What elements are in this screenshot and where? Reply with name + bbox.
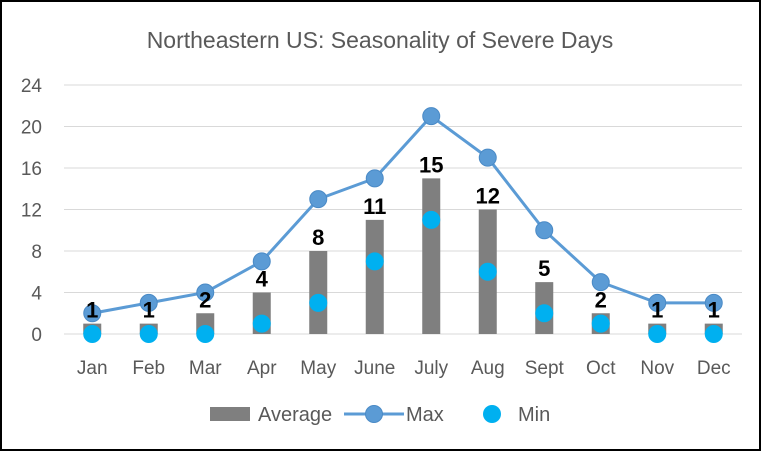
y-tick-label-0: 0 — [31, 325, 42, 346]
data-label-july: 15 — [419, 152, 443, 177]
seasonality-chart: Northeastern US: Seasonality of Severe D… — [21, 27, 742, 426]
x-tick-label-feb: Feb — [132, 358, 165, 379]
min-series — [83, 210, 723, 343]
data-label-may: 8 — [312, 225, 324, 250]
y-axis-tick-labels: 0 4 8 12 16 20 24 — [21, 76, 43, 346]
x-tick-label-june: June — [354, 358, 395, 379]
max-point-mar — [196, 283, 215, 302]
data-label-aug: 12 — [476, 184, 500, 209]
max-point-may — [309, 190, 328, 209]
x-tick-label-sept: Sept — [525, 358, 565, 379]
x-tick-label-dec: Dec — [697, 358, 731, 379]
data-label-nov: 1 — [651, 298, 663, 323]
max-point-sept — [535, 221, 554, 240]
max-point-dec — [704, 293, 723, 312]
max-point-feb — [139, 293, 158, 312]
min-point-july — [422, 210, 441, 229]
max-line — [91, 114, 714, 315]
x-tick-label-mar: Mar — [189, 358, 222, 379]
data-label-sept: 5 — [538, 256, 550, 281]
min-point-june — [365, 252, 384, 271]
y-tick-label-4: 4 — [31, 284, 42, 305]
x-tick-label-may: May — [300, 358, 336, 379]
chart-title: Northeastern US: Seasonality of Severe D… — [147, 27, 614, 53]
data-label-feb: 1 — [143, 298, 155, 323]
legend-label-max: Max — [406, 404, 444, 426]
min-point-may — [309, 293, 328, 312]
min-point-oct — [591, 314, 610, 333]
legend-swatch-average — [210, 407, 250, 421]
min-point-apr — [252, 314, 271, 333]
legend-label-average: Average — [258, 404, 332, 426]
y-tick-label-16: 16 — [21, 159, 42, 180]
min-point-jan — [83, 325, 102, 343]
data-label-mar: 2 — [199, 287, 211, 312]
max-point-june — [365, 169, 384, 188]
x-tick-label-apr: Apr — [247, 358, 277, 379]
y-tick-label-8: 8 — [31, 242, 42, 263]
data-label-dec: 1 — [708, 298, 720, 323]
x-tick-label-nov: Nov — [640, 358, 674, 379]
data-label-jan: 1 — [86, 298, 98, 323]
min-point-sept — [535, 304, 554, 323]
y-tick-label-12: 12 — [21, 201, 42, 222]
average-bar-may — [309, 251, 328, 334]
x-tick-label-aug: Aug — [471, 358, 505, 379]
min-point-dec — [704, 325, 723, 343]
average-bars — [83, 178, 723, 334]
max-point-july — [422, 107, 441, 126]
data-label-june: 11 — [363, 194, 386, 219]
max-series — [83, 107, 723, 323]
min-point-mar — [196, 325, 215, 343]
legend-label-min: Min — [518, 404, 550, 426]
x-tick-label-july: July — [414, 358, 448, 379]
x-axis-tick-labels: Jan Feb Mar Apr May June July Aug Sept Oct Nov Dec — [77, 358, 731, 379]
legend-swatch-min — [483, 405, 501, 423]
legend-swatch-max-marker — [365, 405, 383, 423]
min-point-nov — [648, 325, 667, 343]
max-point-apr — [252, 252, 271, 271]
x-tick-label-jan: Jan — [77, 358, 108, 379]
min-point-feb — [139, 325, 158, 343]
x-tick-label-oct: Oct — [586, 358, 616, 379]
gridlines — [64, 84, 742, 335]
y-tick-label-24: 24 — [21, 76, 43, 97]
y-tick-label-20: 20 — [21, 118, 42, 139]
min-point-aug — [478, 262, 497, 281]
data-label-oct: 2 — [595, 287, 607, 312]
max-point-nov — [648, 293, 667, 312]
data-label-apr: 4 — [256, 267, 269, 292]
max-point-oct — [591, 273, 610, 292]
max-point-jan — [83, 304, 102, 323]
legend: Average Max Min — [210, 404, 550, 426]
average-bar-july — [422, 178, 441, 334]
max-point-aug — [478, 148, 497, 167]
average-bar-june — [365, 219, 384, 334]
